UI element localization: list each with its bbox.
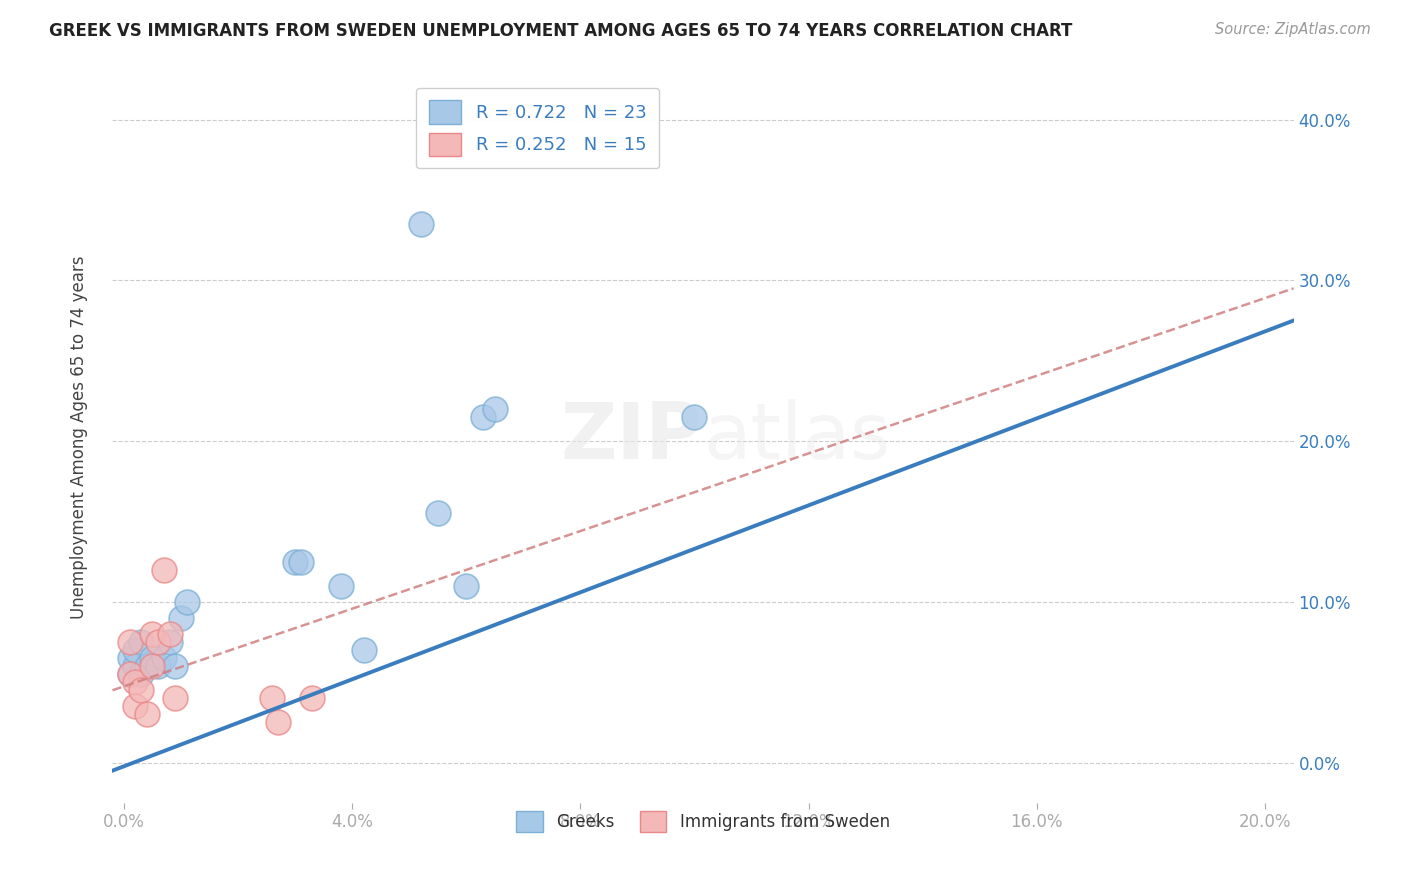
Point (118, 667, 141, 681)
Point (124, 675, 146, 690)
Text: atlas: atlas (703, 399, 890, 475)
Point (146, 635, 169, 649)
Point (456, 579, 478, 593)
Point (159, 627, 181, 641)
Point (118, 651, 141, 665)
Text: Source: ZipAtlas.com: Source: ZipAtlas.com (1215, 22, 1371, 37)
Point (135, 707, 157, 722)
Point (135, 659, 157, 673)
Point (267, 715, 290, 730)
Point (290, 555, 312, 569)
Point (165, 691, 187, 706)
Point (484, 401, 506, 416)
Point (124, 659, 146, 673)
Point (353, 643, 375, 657)
Point (129, 635, 152, 649)
Point (159, 635, 181, 649)
Point (170, 611, 193, 625)
Text: GREEK VS IMMIGRANTS FROM SWEDEN UNEMPLOYMENT AMONG AGES 65 TO 74 YEARS CORRELATI: GREEK VS IMMIGRANTS FROM SWEDEN UNEMPLOY… (49, 22, 1073, 40)
Point (165, 659, 187, 673)
Point (262, 691, 284, 706)
Point (683, 409, 706, 424)
Point (409, 217, 432, 231)
Point (118, 667, 141, 681)
Point (141, 627, 163, 641)
Point (146, 659, 169, 673)
Point (141, 651, 163, 665)
Text: ZIP: ZIP (561, 399, 703, 475)
Point (124, 643, 146, 657)
Point (426, 507, 449, 521)
Point (176, 595, 198, 609)
Point (141, 659, 163, 673)
Legend: Greeks, Immigrants from Sweden: Greeks, Immigrants from Sweden (509, 805, 897, 838)
Point (472, 409, 495, 424)
Point (118, 635, 141, 649)
Point (129, 683, 152, 698)
Point (329, 579, 352, 593)
Point (129, 667, 152, 681)
Point (153, 563, 176, 577)
Y-axis label: Unemployment Among Ages 65 to 74 years: Unemployment Among Ages 65 to 74 years (70, 255, 89, 619)
Point (153, 651, 176, 665)
Point (124, 699, 146, 714)
Point (301, 691, 323, 706)
Point (284, 555, 307, 569)
